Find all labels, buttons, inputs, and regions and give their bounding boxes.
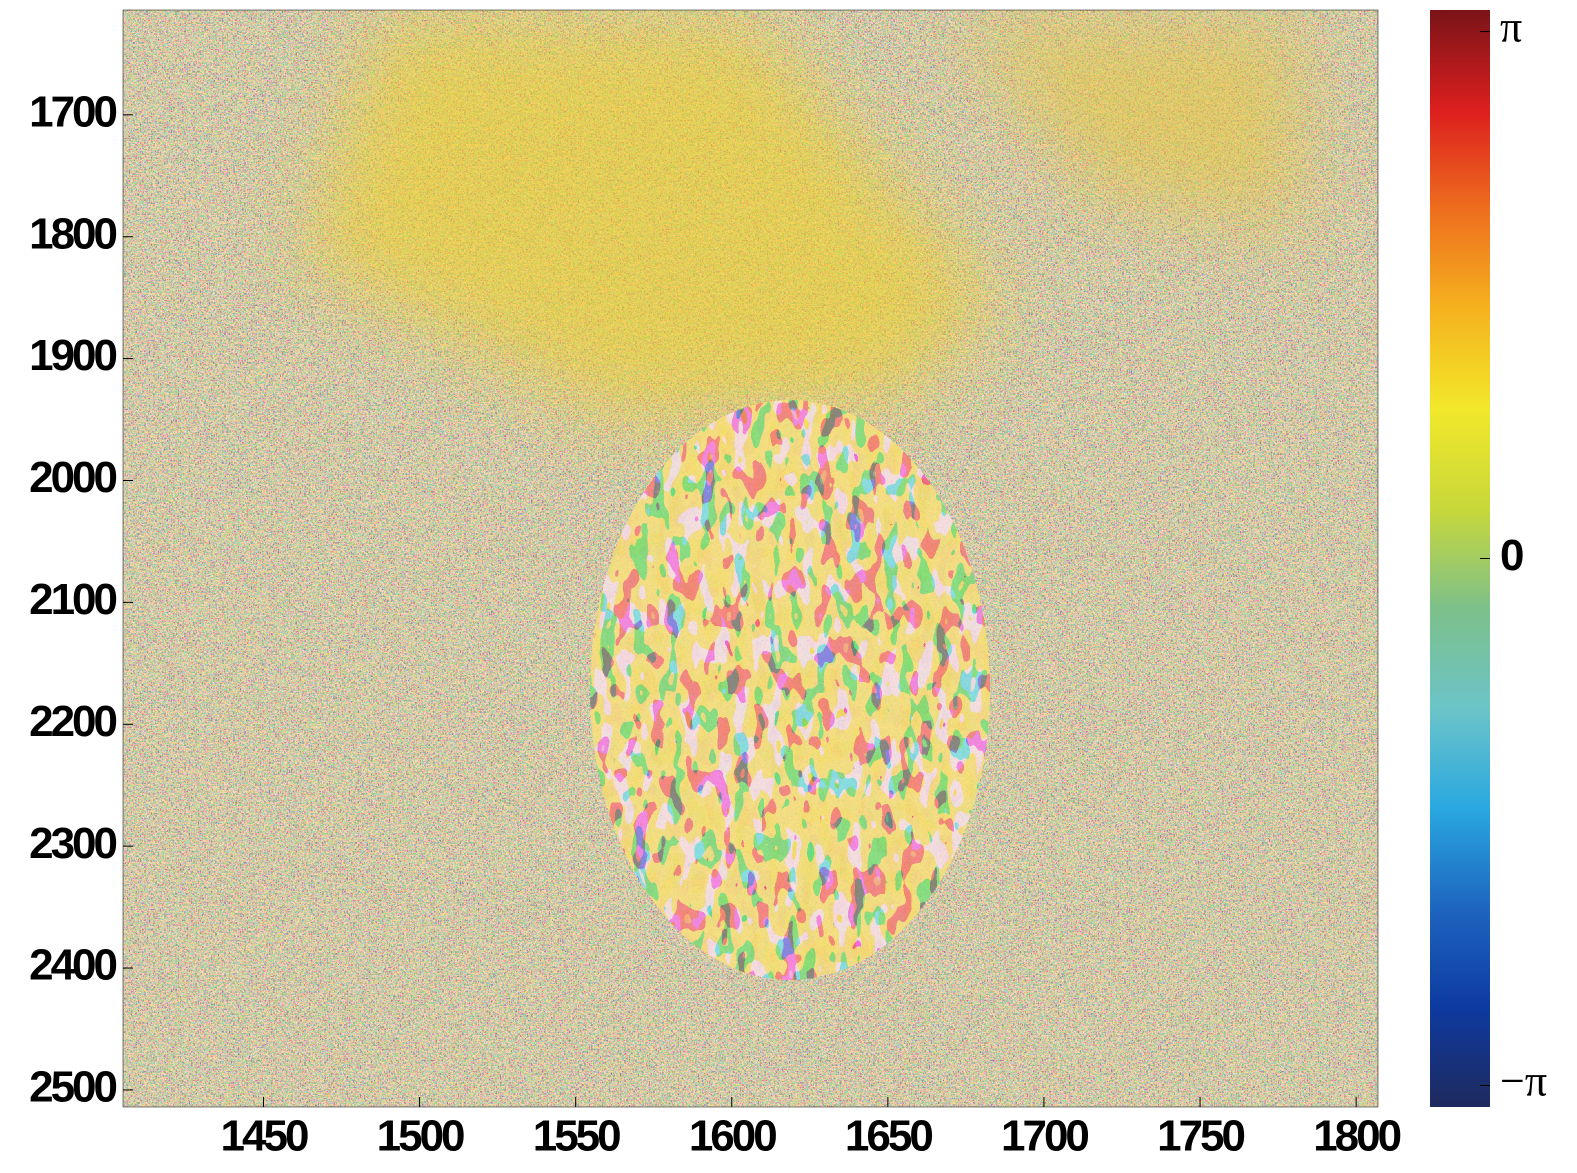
x-tick-label: 1450 [221, 1112, 308, 1161]
y-tick-label: 1900 [29, 331, 116, 380]
phase-image [123, 10, 1378, 1107]
x-tick-label: 1650 [845, 1112, 932, 1161]
y-tick-label: 1700 [29, 87, 116, 136]
x-tick-label: 1600 [689, 1112, 776, 1161]
x-tick-label: 1500 [377, 1112, 464, 1161]
x-tick-label: 1750 [1157, 1112, 1244, 1161]
y-tick-label: 2100 [29, 575, 116, 624]
y-tick-label: 2300 [29, 819, 116, 868]
colorbar-tick-label: 0 [1500, 531, 1523, 580]
y-tick-label: 2500 [29, 1063, 116, 1112]
chart: 1450 1500 1550 1600 1650 1700 1750 1800 1700 1800… [0, 0, 1577, 1168]
y-tick-label: 2400 [29, 941, 116, 990]
x-tick-label: 1700 [1001, 1112, 1088, 1161]
y-tick-label: 2000 [29, 453, 116, 502]
colorbar-tick-label: −π [1500, 1057, 1547, 1106]
y-tick-label: 2200 [29, 697, 116, 746]
x-tick-label: 1550 [533, 1112, 620, 1161]
x-tick-label: 1800 [1313, 1112, 1400, 1161]
colorbar-tick-label: π [1500, 3, 1522, 52]
y-tick-label: 1800 [29, 209, 116, 258]
